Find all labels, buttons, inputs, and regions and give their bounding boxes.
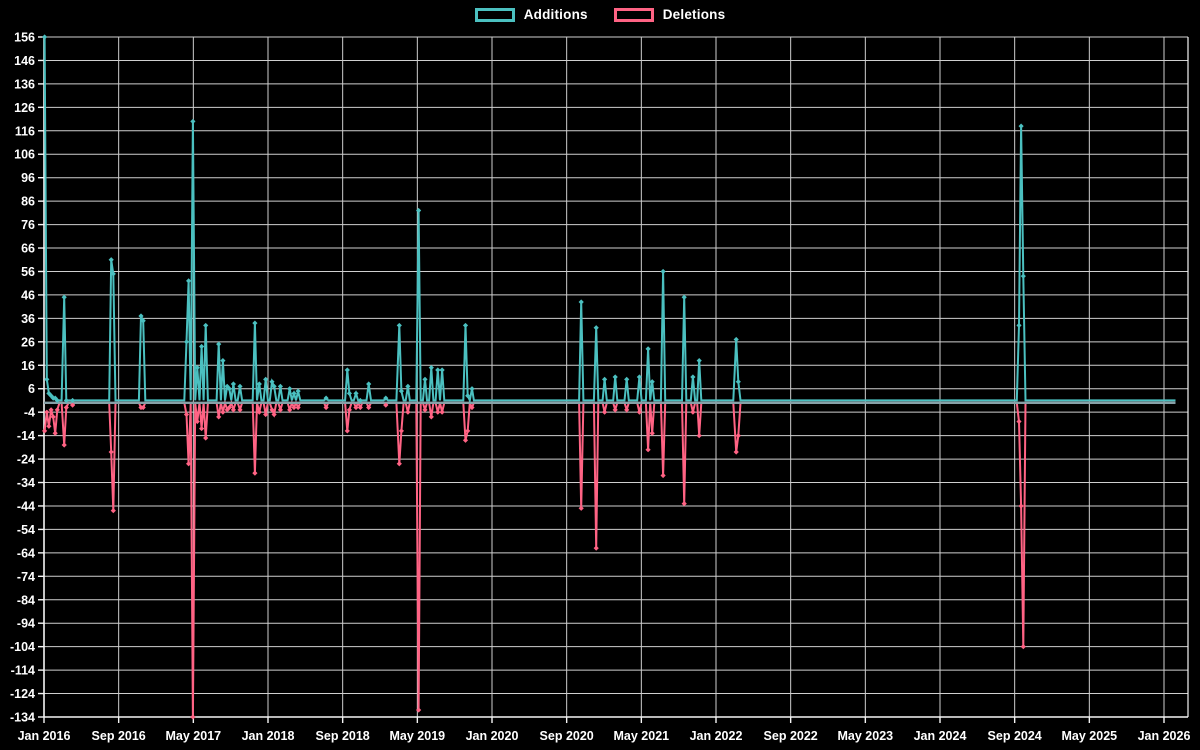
svg-text:-74: -74 [17, 570, 35, 584]
svg-text:May 2023: May 2023 [838, 729, 894, 743]
svg-text:May 2019: May 2019 [390, 729, 446, 743]
svg-text:46: 46 [21, 288, 35, 302]
svg-text:Jan 2026: Jan 2026 [1138, 729, 1191, 743]
svg-text:-44: -44 [17, 499, 35, 513]
legend-item-additions[interactable]: Additions [474, 7, 588, 22]
svg-text:86: 86 [21, 195, 35, 209]
deletions-swatch-icon [613, 7, 654, 22]
svg-text:Jan 2018: Jan 2018 [242, 729, 295, 743]
legend-label-deletions: Deletions [662, 7, 726, 22]
svg-text:-4: -4 [24, 406, 35, 420]
svg-text:-124: -124 [10, 687, 35, 701]
svg-text:26: 26 [21, 335, 35, 349]
svg-text:76: 76 [21, 218, 35, 232]
svg-text:Sep 2016: Sep 2016 [92, 729, 146, 743]
legend-item-deletions[interactable]: Deletions [613, 7, 726, 22]
axis-borders [43, 37, 1189, 718]
svg-text:Jan 2016: Jan 2016 [18, 729, 71, 743]
svg-text:146: 146 [14, 54, 35, 68]
svg-text:May 2017: May 2017 [166, 729, 222, 743]
svg-text:6: 6 [28, 382, 35, 396]
additions-swatch-icon [474, 7, 515, 22]
svg-text:-34: -34 [17, 476, 35, 490]
x-axis-labels: Jan 2016 Sep 2016 May 2017 Jan 2018 Sep 2018… [18, 729, 1191, 743]
svg-text:116: 116 [15, 124, 35, 138]
svg-text:Sep 2018: Sep 2018 [316, 729, 370, 743]
svg-text:-134: -134 [10, 711, 35, 725]
svg-text:36: 36 [21, 312, 35, 326]
svg-text:106: 106 [14, 148, 35, 162]
legend-label-additions: Additions [523, 7, 588, 22]
svg-text:96: 96 [21, 171, 35, 185]
svg-text:-94: -94 [17, 617, 35, 631]
y-axis-labels: 156 146 136 126 116 106 96 86 76 66 56 46 36 26 16 6 -4 -… [10, 31, 35, 725]
svg-text:156: 156 [14, 31, 35, 45]
svg-text:-54: -54 [17, 523, 35, 537]
svg-text:Jan 2024: Jan 2024 [914, 729, 967, 743]
svg-text:126: 126 [14, 101, 35, 115]
svg-text:136: 136 [14, 77, 35, 91]
svg-text:16: 16 [21, 359, 35, 373]
svg-text:-24: -24 [17, 453, 35, 467]
point-markers [42, 34, 1026, 720]
svg-text:May 2021: May 2021 [614, 729, 670, 743]
svg-text:56: 56 [21, 265, 35, 279]
svg-text:-104: -104 [10, 640, 35, 654]
chart-legend: Additions Deletions [0, 7, 1200, 22]
svg-text:-64: -64 [17, 546, 35, 560]
y-gridlines [44, 36, 1188, 718]
svg-text:-14: -14 [17, 429, 35, 443]
svg-text:May 2025: May 2025 [1062, 729, 1118, 743]
axis-ticks [38, 36, 1165, 723]
svg-text:Sep 2020: Sep 2020 [540, 729, 594, 743]
svg-text:-84: -84 [17, 593, 35, 607]
svg-text:66: 66 [21, 242, 35, 256]
svg-text:Sep 2024: Sep 2024 [988, 729, 1042, 743]
svg-text:Sep 2022: Sep 2022 [764, 729, 818, 743]
svg-text:Jan 2020: Jan 2020 [466, 729, 519, 743]
svg-text:Jan 2022: Jan 2022 [690, 729, 743, 743]
x-gridlines [43, 37, 1165, 717]
svg-text:-114: -114 [11, 664, 35, 678]
additions-line [43, 36, 1176, 404]
